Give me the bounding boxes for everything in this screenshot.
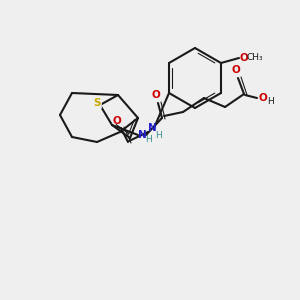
Text: H: H bbox=[268, 97, 274, 106]
Text: S: S bbox=[93, 98, 101, 108]
Text: O: O bbox=[112, 116, 122, 126]
Text: N: N bbox=[148, 123, 156, 133]
Text: CH₃: CH₃ bbox=[247, 52, 263, 62]
Text: O: O bbox=[152, 90, 160, 100]
Text: S: S bbox=[93, 98, 101, 108]
Text: O: O bbox=[240, 53, 248, 63]
Text: H: H bbox=[146, 136, 152, 145]
Text: N: N bbox=[138, 130, 146, 140]
Text: O: O bbox=[259, 93, 267, 103]
Text: H: H bbox=[156, 130, 162, 140]
Text: O: O bbox=[232, 65, 240, 75]
